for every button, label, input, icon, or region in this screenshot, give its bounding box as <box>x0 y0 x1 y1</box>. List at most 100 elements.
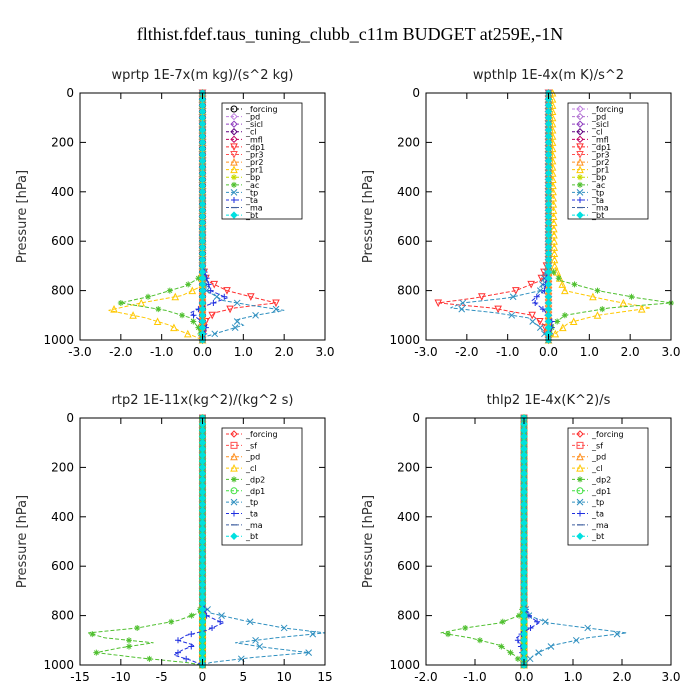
data-point <box>134 624 141 631</box>
data-point <box>593 311 602 319</box>
legend-entry: _ta <box>591 196 604 205</box>
data-point <box>572 636 580 644</box>
legend-marker <box>576 532 584 540</box>
data-point <box>153 317 162 325</box>
x-tick-label: 1.0 <box>234 345 253 359</box>
panel-title: thlp2 1E-4x(K^2)/s <box>487 393 611 408</box>
legend-marker <box>576 105 584 113</box>
data-point <box>532 299 539 306</box>
data-point <box>555 275 562 282</box>
x-tick-label: -5 <box>156 670 168 684</box>
legend-entry: _sicl <box>245 120 263 129</box>
data-point <box>179 312 186 319</box>
data-point <box>272 305 280 313</box>
data-point <box>529 318 537 325</box>
data-point <box>305 649 313 657</box>
legend-marker <box>230 430 238 438</box>
y-tick-label: 600 <box>51 559 74 573</box>
data-point <box>613 630 621 638</box>
data-point <box>462 624 469 631</box>
y-tick-label: 800 <box>397 284 420 298</box>
data-point <box>628 293 635 300</box>
legend-entry: _ma <box>591 204 609 213</box>
y-tick-label: 0 <box>412 86 420 100</box>
x-tick-label: 3.0 <box>661 670 680 684</box>
legend-marker <box>577 196 583 203</box>
legend-entry: _dp2 <box>245 475 265 484</box>
legend-entry: _ac <box>245 181 259 190</box>
x-tick-label: 5 <box>240 670 248 684</box>
legend-box <box>221 427 303 546</box>
x-tick-label: -3.0 <box>68 345 91 359</box>
y-tick-label: 800 <box>397 609 420 623</box>
data-point <box>210 280 219 289</box>
data-point <box>252 636 259 644</box>
x-tick-label: -2.0 <box>414 670 437 684</box>
data-point <box>223 287 231 295</box>
legend: _forcing _sf _pd _cl _dp2 _dp1 _tp _ta _ma _bt <box>221 427 303 546</box>
x-tick-label: 1.0 <box>563 670 582 684</box>
legend-marker <box>230 463 238 472</box>
data-point <box>211 330 219 338</box>
data-point <box>146 655 153 662</box>
legend: _forcing _sf _pd _cl _dp2 _dp1 _tp _ta _ma _bt <box>567 427 649 546</box>
legend-entry: _bp <box>245 173 260 182</box>
data-point <box>233 318 241 325</box>
legend-entry: _bt <box>245 211 258 220</box>
series-dp1 <box>434 89 553 345</box>
series-line <box>548 93 651 341</box>
legend-marker <box>577 181 583 188</box>
data-point <box>477 293 486 301</box>
data-point <box>188 286 197 295</box>
series-bt <box>198 89 207 344</box>
legend-entry: _ac <box>591 181 605 190</box>
series-ta <box>172 415 225 668</box>
data-point <box>536 324 544 332</box>
legend-entry: _pr3 <box>245 150 263 159</box>
y-tick-label: 400 <box>397 185 420 199</box>
legend-marker <box>230 150 238 159</box>
legend-marker <box>576 157 584 166</box>
data-point <box>526 655 534 663</box>
legend-entry: _ma <box>591 521 609 530</box>
data-point <box>252 311 259 319</box>
data-point <box>231 324 239 332</box>
data-point <box>589 292 597 301</box>
legend-marker <box>230 105 238 113</box>
y-tick-label: 200 <box>51 135 74 149</box>
legend-marker <box>231 196 237 203</box>
data-point <box>309 630 317 638</box>
y-axis-label: Pressure [hPa] <box>361 495 376 588</box>
data-point <box>247 293 255 301</box>
x-tick-label: -1.0 <box>463 670 486 684</box>
legend-entry: _sicl <box>591 120 609 129</box>
data-point <box>561 312 568 319</box>
x-tick-label: 0.0 <box>539 345 558 359</box>
legend-marker <box>576 128 584 136</box>
data-point <box>183 329 192 338</box>
data-point <box>434 299 443 308</box>
legend-entry: _pr3 <box>591 150 609 159</box>
data-point <box>458 305 466 313</box>
data-point <box>183 655 190 662</box>
data-point <box>155 306 162 313</box>
series-bt <box>198 414 207 669</box>
data-point <box>226 305 234 314</box>
data-point <box>217 618 224 625</box>
series-line <box>189 93 229 341</box>
data-point <box>527 624 534 631</box>
data-point <box>195 324 202 331</box>
data-point <box>507 649 514 656</box>
legend-entry: _sf <box>591 441 603 450</box>
data-point <box>558 280 567 288</box>
series-line <box>440 418 525 666</box>
data-point <box>558 323 567 332</box>
y-tick-label: 0 <box>66 411 74 425</box>
legend-entry: _pd <box>245 453 260 462</box>
data-point <box>594 287 601 294</box>
y-tick-label: 200 <box>397 460 420 474</box>
y-tick-label: 1000 <box>389 658 420 672</box>
data-point <box>571 281 578 288</box>
series-line <box>120 93 203 341</box>
legend-marker <box>230 441 238 449</box>
